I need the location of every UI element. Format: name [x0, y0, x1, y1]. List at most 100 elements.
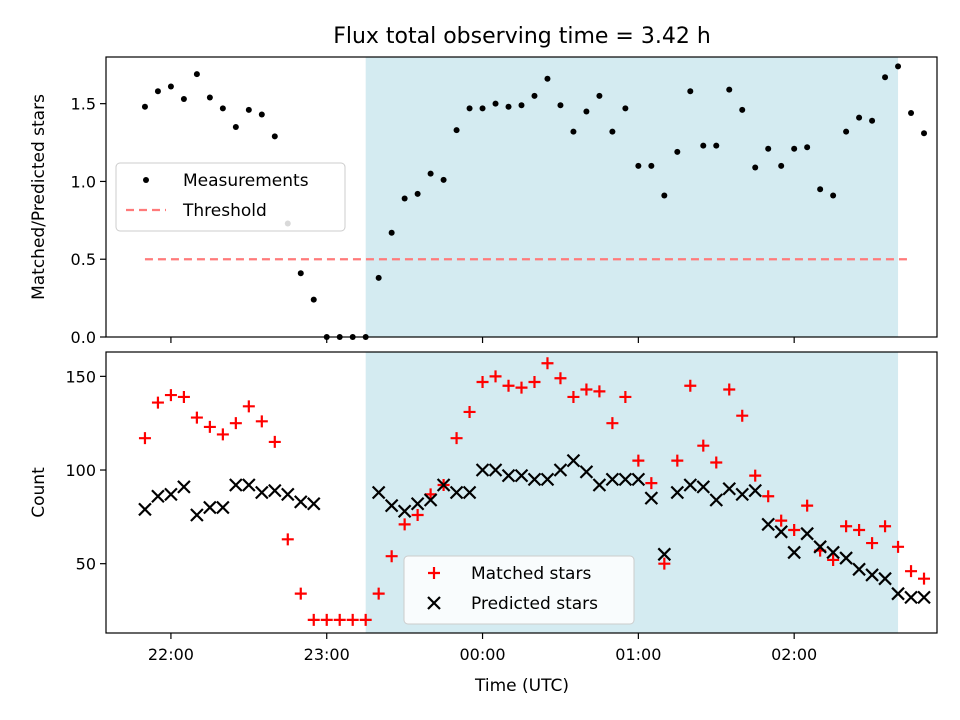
predicted-star-point — [410, 496, 425, 511]
measurement-point — [505, 103, 512, 110]
chart-title: Flux total observing time = 3.42 h — [333, 24, 711, 49]
matched-star-point — [879, 520, 892, 533]
matched-star-point — [528, 375, 541, 388]
y-tick-label: 100 — [65, 461, 96, 480]
predicted-star-point — [722, 481, 737, 496]
measurement-point — [167, 83, 174, 90]
matched-star-point — [827, 553, 840, 566]
measurement-point — [791, 145, 798, 152]
measurement-point — [570, 128, 577, 135]
measurement-point — [869, 117, 876, 124]
predicted-star-point — [177, 480, 191, 494]
measurement-point — [440, 176, 447, 183]
matched-star-point — [398, 518, 411, 531]
measurement-point — [765, 145, 772, 152]
series-cross — [138, 453, 931, 605]
predicted-star-point — [865, 568, 879, 582]
predicted-star-point — [553, 463, 568, 477]
predicted-star-point — [203, 500, 217, 515]
matched-star-point — [164, 389, 177, 402]
legend-label: Matched stars — [471, 564, 591, 584]
predicted-star-point — [488, 463, 503, 477]
matched-star-point — [463, 405, 476, 418]
matched-star-point — [190, 411, 203, 424]
matched-star-point — [346, 613, 359, 626]
axes-frame — [105, 56, 938, 338]
predicted-star-point — [268, 483, 282, 498]
measurement-point — [583, 108, 590, 115]
y-axis-label: Matched/Predicted stars — [29, 94, 49, 300]
predicted-star-point — [644, 491, 659, 505]
measurement-point — [141, 103, 148, 110]
measurement-point — [414, 190, 421, 197]
predicted-star-point — [774, 525, 788, 539]
predicted-star-point — [878, 571, 892, 586]
measurement-point — [518, 102, 525, 109]
predicted-star-point — [540, 472, 555, 487]
matched-star-point — [671, 454, 684, 467]
matched-star-point — [229, 417, 242, 430]
legend-label: Predicted stars — [471, 594, 598, 614]
predicted-star-point — [242, 478, 256, 492]
matched-star-point — [775, 514, 788, 527]
predicted-star-point — [397, 504, 412, 519]
measurement-point — [388, 229, 395, 236]
measurement-point — [180, 96, 187, 102]
matched-star-point — [567, 390, 580, 403]
legend: Matched stars Predicted stars — [403, 555, 635, 625]
x-tick-label: 22:00 — [148, 645, 194, 664]
predicted-star-point — [631, 472, 646, 487]
matched-star-point — [203, 420, 216, 433]
predicted-star-point — [216, 500, 230, 515]
predicted-star-point — [813, 540, 827, 554]
matched-star-point — [736, 409, 749, 422]
matched-star-point — [645, 477, 658, 490]
measurement-point — [271, 133, 278, 140]
matched-star-point — [749, 469, 762, 482]
measurement-point — [622, 105, 629, 112]
measurement-point — [648, 162, 655, 169]
x-tick-label: 23:00 — [304, 645, 350, 664]
measurement-point — [817, 186, 824, 193]
matched-star-point — [359, 613, 372, 626]
ratio-panel: 0.0 0.5 1.0 1.5 Matched/Predicted stars Measu… — [29, 56, 938, 347]
x-axis-label: Time (UTC) — [474, 676, 569, 696]
measurement-point — [752, 164, 759, 171]
measurement-point — [882, 74, 889, 81]
measurement-point — [544, 75, 551, 82]
x-tick-label: 01:00 — [615, 645, 661, 664]
matched-star-point — [515, 381, 528, 394]
measurement-point — [466, 105, 473, 112]
matched-star-point — [320, 613, 333, 626]
matched-star-point — [138, 432, 151, 445]
axes-frame — [105, 351, 938, 634]
measurement-point — [258, 111, 265, 118]
measurement-point — [895, 63, 902, 70]
predicted-star-point — [306, 496, 321, 511]
y-tick-label: 150 — [65, 367, 96, 386]
measurement-point — [479, 105, 486, 112]
matched-star-point — [580, 383, 593, 396]
legend-marker — [143, 177, 149, 183]
matched-star-point — [411, 508, 424, 521]
predicted-star-point — [787, 545, 801, 560]
matched-star-point — [892, 540, 905, 553]
predicted-star-point — [592, 478, 607, 492]
y-tick-label: 1.0 — [71, 172, 96, 191]
predicted-star-point — [164, 487, 178, 502]
measurement-point — [297, 270, 304, 277]
measurement-point — [232, 124, 239, 130]
measurement-point — [726, 86, 733, 93]
measurement-point — [843, 128, 850, 135]
predicted-star-point — [618, 472, 633, 487]
legend-marker — [428, 567, 440, 579]
measurement-point — [921, 130, 928, 137]
measurement-point — [908, 110, 915, 116]
predicted-star-point — [293, 495, 308, 509]
legend-label: Measurements — [183, 171, 309, 191]
measurement-point — [830, 192, 837, 199]
matched-star-point — [788, 523, 801, 536]
measurement-point — [219, 105, 226, 112]
measurement-point — [453, 127, 460, 134]
matched-star-point — [307, 613, 320, 626]
